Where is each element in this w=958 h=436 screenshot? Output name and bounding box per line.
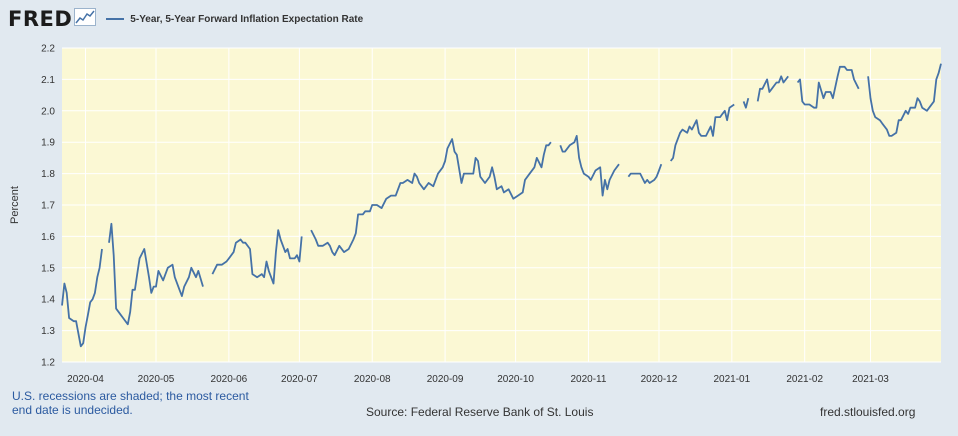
x-tick-label: 2020-04 <box>67 374 104 385</box>
series-line <box>669 103 735 162</box>
legend-label: 5-Year, 5-Year Forward Inflation Expecta… <box>130 13 364 25</box>
legend-swatch <box>106 18 125 20</box>
recession-note[interactable]: U.S. recessions are shaded; the most rec… <box>12 389 272 417</box>
source-credit: Source: Federal Reserve Bank of St. Loui… <box>366 405 594 419</box>
fred-url[interactable]: fred.stlouisfed.org <box>820 405 916 419</box>
series-line <box>61 248 103 348</box>
y-tick-label: 1.4 <box>41 295 55 306</box>
x-tick-label: 2020-09 <box>427 374 464 385</box>
x-tick-label: 2021-02 <box>786 374 823 385</box>
series-line <box>211 229 303 285</box>
x-tick-label: 2020-05 <box>138 374 175 385</box>
y-axis-label: Percent <box>9 186 21 224</box>
x-tick-label: 2020-10 <box>497 374 534 385</box>
recession-note-line-1[interactable]: U.S. recessions are shaded; the most rec… <box>12 389 249 403</box>
series-line <box>867 63 942 137</box>
y-tick-label: 1.3 <box>41 326 55 337</box>
x-tick-label: 2020-11 <box>570 374 606 385</box>
x-tick-label: 2020-08 <box>354 374 391 385</box>
chart-header: FRED 5-Year, 5-Year Forward Inflation Ex… <box>8 6 363 32</box>
y-tick-label: 1.7 <box>41 201 55 212</box>
y-tick-label: 1.8 <box>41 169 55 180</box>
fred-logo[interactable]: FRED <box>8 7 73 31</box>
y-tick-label: 2.2 <box>41 44 55 55</box>
x-tick-label: 2020-06 <box>211 374 248 385</box>
y-tick-label: 1.5 <box>41 263 55 274</box>
y-tick-label: 2.0 <box>41 106 55 117</box>
series-line <box>627 163 663 184</box>
series-line <box>559 134 620 197</box>
x-tick-label: 2020-07 <box>281 374 318 385</box>
series-line <box>796 65 860 109</box>
series-line <box>742 97 750 109</box>
y-tick-label: 1.2 <box>41 358 55 369</box>
y-tick-label: 1.6 <box>41 232 55 243</box>
x-tick-label: 2021-01 <box>713 374 750 385</box>
y-tick-label: 2.1 <box>41 75 55 86</box>
line-chart-icon <box>74 7 97 31</box>
chart-legend: 5-Year, 5-Year Forward Inflation Expecta… <box>106 14 363 25</box>
series-line <box>108 222 204 326</box>
series-line <box>310 138 552 257</box>
series-line <box>756 75 789 102</box>
recession-note-line-2[interactable]: end date is undecided. <box>12 403 133 417</box>
y-tick-label: 1.9 <box>41 138 55 149</box>
x-tick-label: 2021-03 <box>852 374 889 385</box>
x-tick-label: 2020-12 <box>641 374 678 385</box>
